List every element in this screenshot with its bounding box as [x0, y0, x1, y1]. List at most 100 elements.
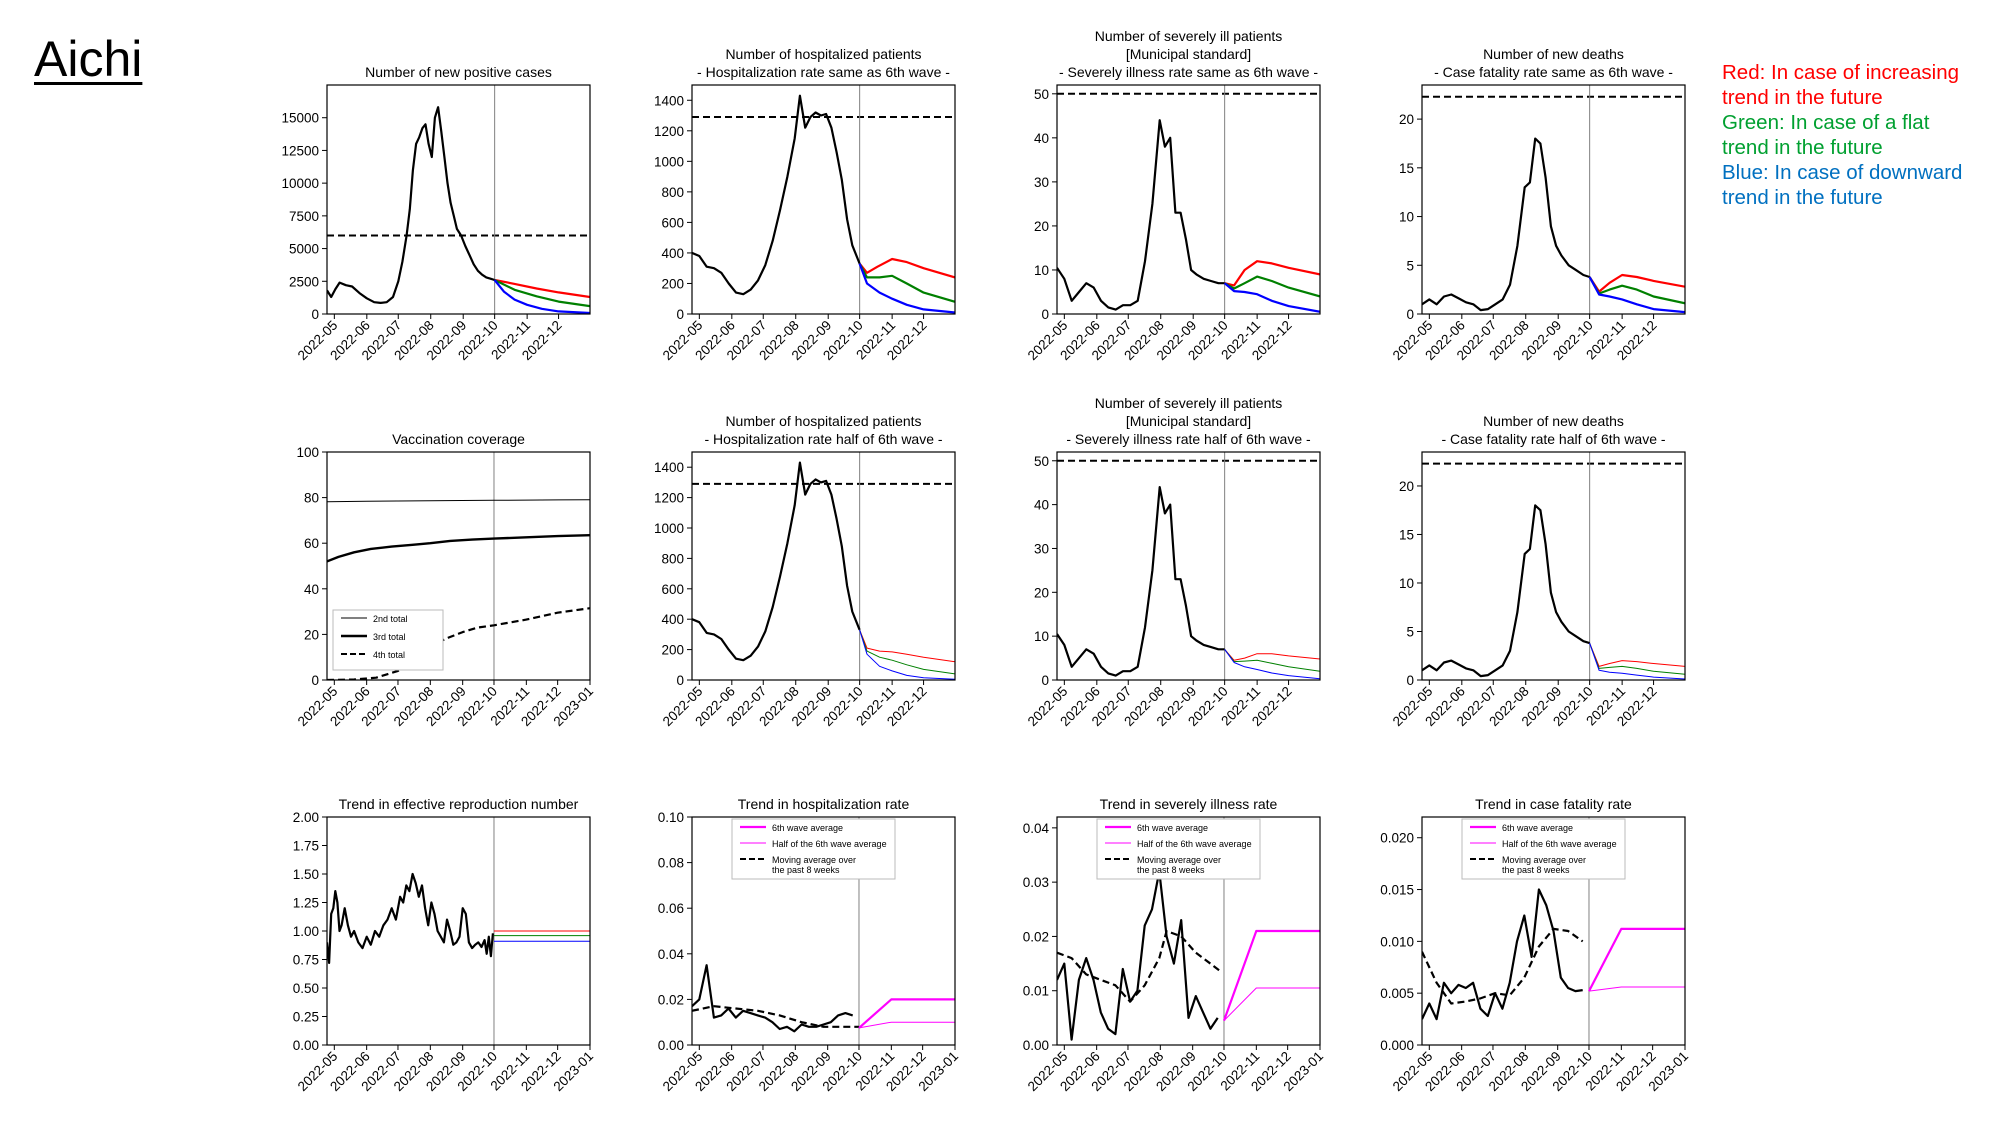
y-tick-label: 0.010 — [1380, 934, 1414, 949]
series-group — [327, 106, 590, 314]
series-line-green — [1224, 275, 1320, 298]
chart-title: - Hospitalization rate same as 6th wave … — [697, 64, 950, 80]
y-tick-label: 1000 — [654, 154, 684, 169]
series-line-magenta — [1588, 986, 1685, 992]
series-line-blue — [1588, 276, 1685, 314]
y-tick-label: 1400 — [654, 93, 684, 108]
chart-title: Number of severely ill patients — [1095, 28, 1283, 44]
y-tick-label: 0.02 — [1023, 929, 1049, 944]
y-tick-label: 40 — [1034, 131, 1049, 146]
series-line-black — [1422, 888, 1583, 1021]
legend-label: Half of the 6th wave average — [772, 839, 887, 849]
series-line-red — [858, 257, 955, 279]
y-tick-label: 0.25 — [293, 1010, 319, 1025]
y-tick-label: 2.00 — [293, 810, 319, 825]
legend-box — [1096, 818, 1261, 880]
series-line-red — [1224, 260, 1320, 287]
y-tick-label: 10 — [1034, 629, 1049, 644]
legend-label: Moving average over — [1137, 855, 1221, 865]
chart-title: Number of severely ill patients — [1095, 395, 1283, 411]
y-tick-label: 0.000 — [1380, 1038, 1414, 1053]
legend-label: 6th wave average — [1502, 823, 1573, 833]
y-tick-label: 10000 — [281, 176, 319, 191]
y-tick-label: 200 — [661, 643, 684, 658]
y-tick-label: 0.00 — [1023, 1038, 1049, 1053]
legend-label: Half of the 6th wave average — [1137, 839, 1252, 849]
y-tick-label: 80 — [304, 491, 319, 506]
y-tick-label: 20 — [1034, 585, 1049, 600]
series-line-magenta — [858, 1021, 955, 1029]
plot-frame — [1056, 451, 1321, 681]
y-tick-label: 0.08 — [658, 856, 684, 871]
series-line-black — [1422, 137, 1590, 312]
series-line-magenta — [1223, 987, 1320, 1021]
y-tick-label: 2500 — [289, 274, 319, 289]
series-line-green — [494, 279, 590, 308]
y-tick-label: 50 — [1034, 87, 1049, 102]
y-tick-label: 400 — [661, 246, 684, 261]
chart-title: Trend in hospitalization rate — [738, 796, 910, 812]
chart-title: - Severely illness rate half of 6th wave… — [1066, 431, 1311, 447]
y-tick-label: 30 — [1034, 541, 1049, 556]
y-tick-label: 400 — [661, 612, 684, 627]
series-line-black — [327, 106, 495, 304]
series-line-red — [494, 278, 590, 299]
plot-frame — [691, 816, 956, 1046]
series-line-black — [1057, 929, 1222, 1003]
y-tick-label: 1000 — [654, 521, 684, 536]
series-line-green — [858, 263, 955, 303]
y-tick-label: 0 — [1041, 307, 1049, 322]
series-line-blue — [859, 629, 955, 680]
series-group — [1422, 888, 1685, 1021]
y-tick-label: 20 — [304, 627, 319, 642]
legend-label: Moving average over — [772, 855, 856, 865]
y-tick-label: 1.25 — [293, 896, 319, 911]
series-line-black — [1057, 870, 1219, 1041]
y-tick-label: 100 — [296, 445, 319, 460]
legend-box — [731, 818, 896, 880]
legend-label: Moving average over — [1502, 855, 1586, 865]
y-tick-label: 20 — [1034, 219, 1049, 234]
series-group — [1057, 486, 1320, 680]
series-line-magenta — [1588, 927, 1685, 992]
chart-title: - Case fatality rate same as 6th wave - — [1434, 64, 1673, 80]
chart-hospitalized-6th: Number of hospitalized patients - Hospita… — [654, 46, 956, 363]
legend-label: 6th wave average — [1137, 823, 1208, 833]
series-line-green — [1588, 276, 1685, 305]
series-line-blue — [493, 279, 590, 314]
y-tick-label: 12500 — [281, 143, 319, 158]
plot-frame — [1056, 84, 1321, 315]
y-tick-label: 0 — [676, 307, 684, 322]
plot-frame — [1056, 816, 1321, 1046]
y-tick-label: 600 — [661, 582, 684, 597]
series-line-black — [1057, 486, 1225, 677]
plot-frame — [1421, 451, 1686, 681]
series-line-red — [859, 629, 955, 663]
series-group — [692, 964, 955, 1033]
scenario-legend: Red: In case of increasing trend in the … — [1722, 60, 1962, 210]
y-tick-label: 1.00 — [293, 924, 319, 939]
series-line-green — [1224, 648, 1320, 672]
plot-frame — [691, 451, 956, 681]
y-tick-label: 0.50 — [293, 981, 319, 996]
series-line-red — [1589, 642, 1685, 667]
y-tick-label: 20 — [1399, 112, 1414, 127]
chart-title: Number of new deaths — [1483, 413, 1624, 429]
scenario-legend-green-line-2: trend in the future — [1722, 136, 1883, 159]
y-tick-label: 800 — [661, 185, 684, 200]
plot-frame — [691, 84, 956, 315]
y-tick-label: 0.04 — [1023, 821, 1050, 836]
plot-frame — [1421, 816, 1686, 1046]
chart-deaths-half: Number of new deaths - Case fatality rate… — [1390, 413, 1686, 729]
series-line-red — [1224, 648, 1320, 661]
chart-reproduction-number: Trend in effective reproduction number 0.… — [293, 796, 596, 1094]
series-line-black — [327, 872, 494, 965]
plot-frame — [326, 84, 591, 315]
y-tick-label: 5 — [1406, 624, 1414, 639]
legend-label: the past 8 weeks — [772, 865, 840, 875]
series-line-black — [327, 607, 590, 680]
series-line-green — [859, 629, 955, 675]
y-tick-label: 0.00 — [293, 1038, 319, 1053]
y-tick-label: 800 — [661, 551, 684, 566]
series-line-blue — [858, 263, 955, 314]
